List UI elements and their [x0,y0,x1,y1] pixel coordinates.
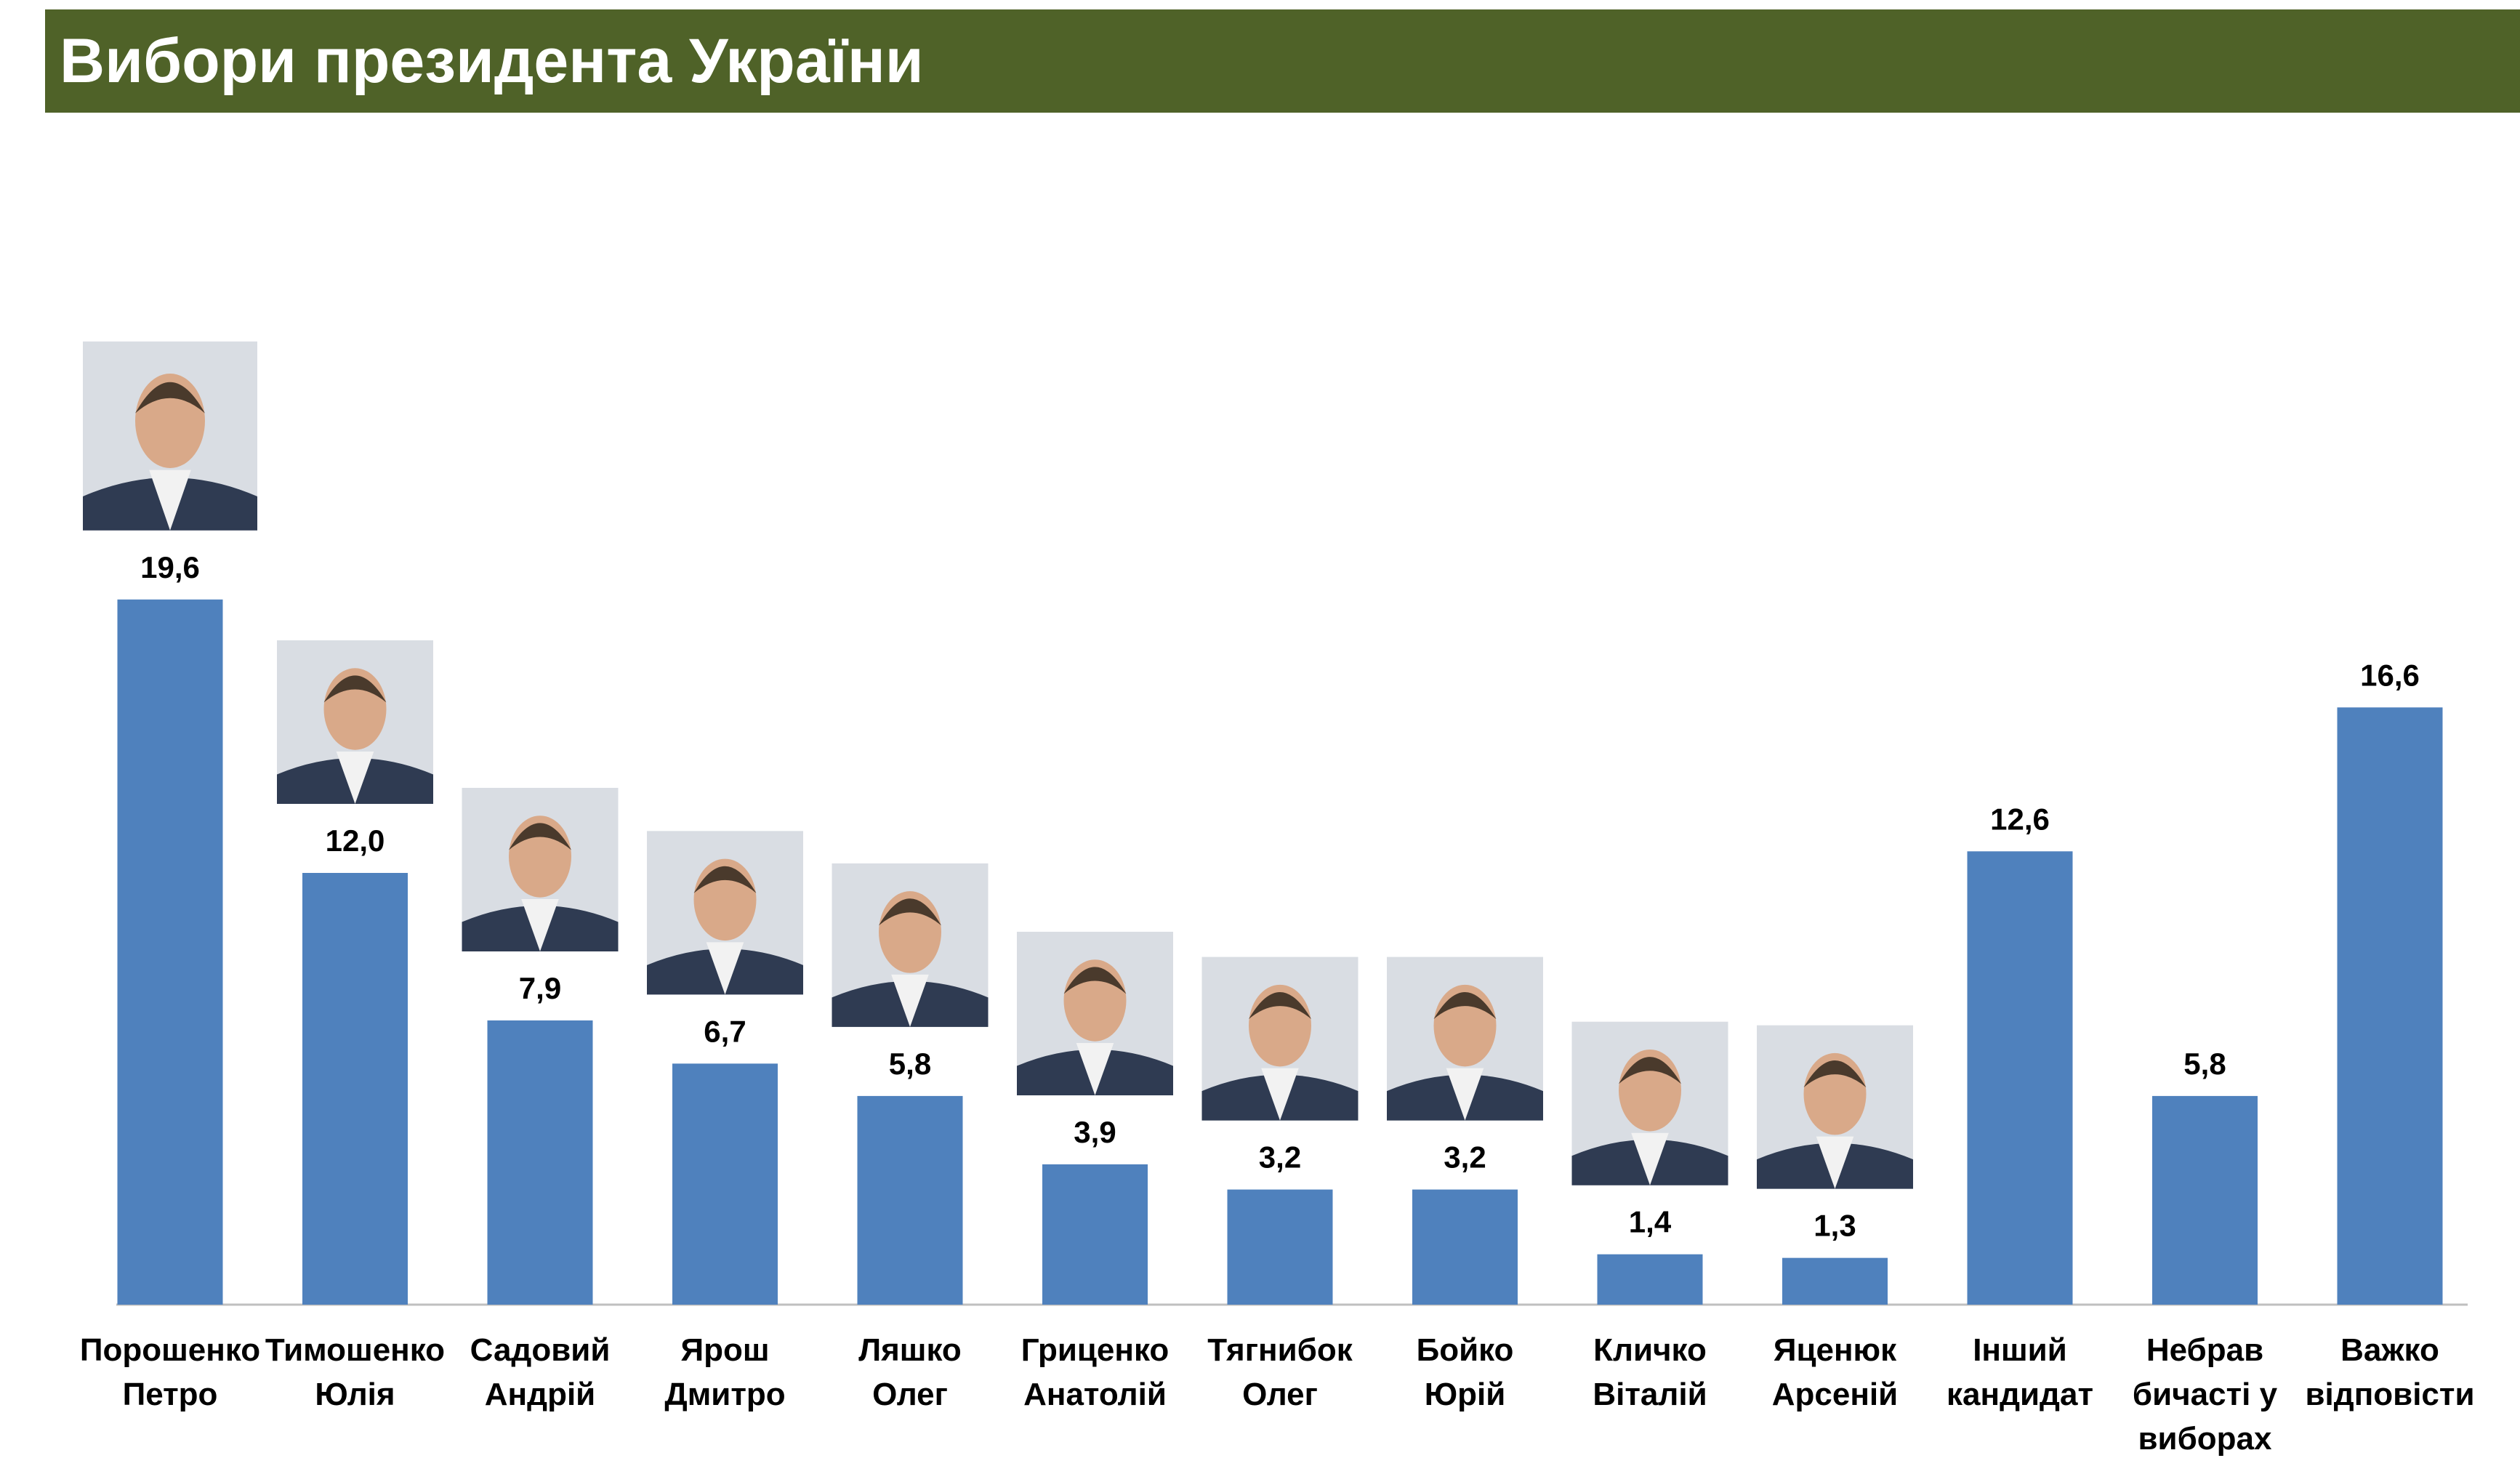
category-label: Кличко [1593,1332,1707,1368]
chart-title: Вибори президента України [60,26,924,96]
category-label: виборах [2138,1421,2273,1457]
category-label: Небрав [2146,1332,2263,1368]
category-label: Гриценко [1021,1332,1170,1368]
bar [1412,1189,1518,1305]
bar [302,873,408,1305]
photo-hair [323,675,387,703]
bar [1042,1164,1148,1305]
category-label: Інший [1973,1332,2067,1368]
category-label: Яценюк [1774,1332,1897,1368]
candidate-photo [832,863,989,1027]
photo-collar [149,470,191,531]
bar [1782,1257,1888,1305]
category-label: Дмитро [664,1377,785,1412]
data-label: 16,6 [2360,658,2420,692]
data-label: 5,8 [2183,1047,2226,1081]
category-label: Олег [1242,1377,1318,1412]
category-label: Олег [872,1377,948,1412]
photo-collar [1076,1042,1114,1095]
photo-collar [891,974,929,1027]
candidate-photo [1387,957,1543,1121]
category-label: Тягнибок [1207,1332,1353,1368]
photo-hair [509,823,571,850]
category-label: Важко [2340,1332,2439,1368]
category-label: Садовий [470,1332,611,1368]
bar [1227,1189,1333,1305]
photo-collar [1631,1132,1669,1185]
bar [672,1063,778,1305]
photo-hair [1433,991,1497,1020]
photo-collar [1816,1136,1854,1189]
candidate-photo [1571,1021,1728,1185]
photo-collar [521,898,559,951]
candidate-photo [1757,1025,1913,1189]
candidate-photo [277,640,433,804]
data-label: 6,7 [704,1014,746,1048]
photo-hair [1803,1060,1867,1088]
category-label: Ляшко [858,1332,962,1368]
category-label: Порошенко [80,1332,260,1368]
category-label: кандидат [1947,1377,2093,1412]
category-label: Бойко [1417,1332,1514,1368]
data-label: 7,9 [519,971,561,1005]
photo-collar [336,752,374,804]
category-label: Тимошенко [265,1332,445,1368]
data-label: 1,3 [1813,1209,1856,1243]
category-label: Віталій [1593,1377,1707,1412]
bar [2337,707,2443,1305]
category-label: Петро [123,1377,218,1412]
photo-collar [1446,1068,1484,1121]
candidate-photo [462,787,619,951]
photo-hair [1619,1057,1681,1084]
data-label: 12,0 [326,823,385,858]
data-label: 3,2 [1259,1140,1301,1175]
photo-collar [1261,1068,1299,1121]
category-label: Ярош [680,1332,769,1368]
photo-hair [693,866,757,893]
bar [487,1020,593,1305]
data-label: 5,8 [889,1047,931,1081]
bar [2152,1095,2258,1305]
header-bar: Вибори президента України [45,9,2520,113]
data-label: 12,6 [1990,802,2050,836]
category-label: Юрій [1425,1377,1506,1412]
bar [1967,851,2073,1305]
photo-collar [706,942,744,995]
bar [117,599,223,1305]
category-label: Арсеній [1772,1377,1898,1412]
category-label: Андрій [485,1377,595,1412]
data-label: 3,2 [1444,1140,1486,1175]
bar [1597,1254,1703,1305]
photo-hair [1063,967,1127,994]
category-label: Анатолій [1023,1377,1167,1412]
data-label: 1,4 [1629,1205,1672,1239]
candidate-photo [647,831,803,995]
category-label: відповісти [2306,1377,2475,1412]
data-label: 3,9 [1074,1115,1116,1149]
photo-hair [135,382,205,414]
candidate-photo [1017,931,1173,1095]
category-label: Юлія [315,1377,395,1412]
photo-hair [879,898,941,926]
candidate-photo [83,341,257,531]
data-label: 19,6 [140,550,200,584]
candidate-photo [1201,957,1358,1121]
category-label: бичасті у [2133,1377,2278,1412]
bar [857,1095,963,1305]
photo-hair [1249,991,1311,1020]
